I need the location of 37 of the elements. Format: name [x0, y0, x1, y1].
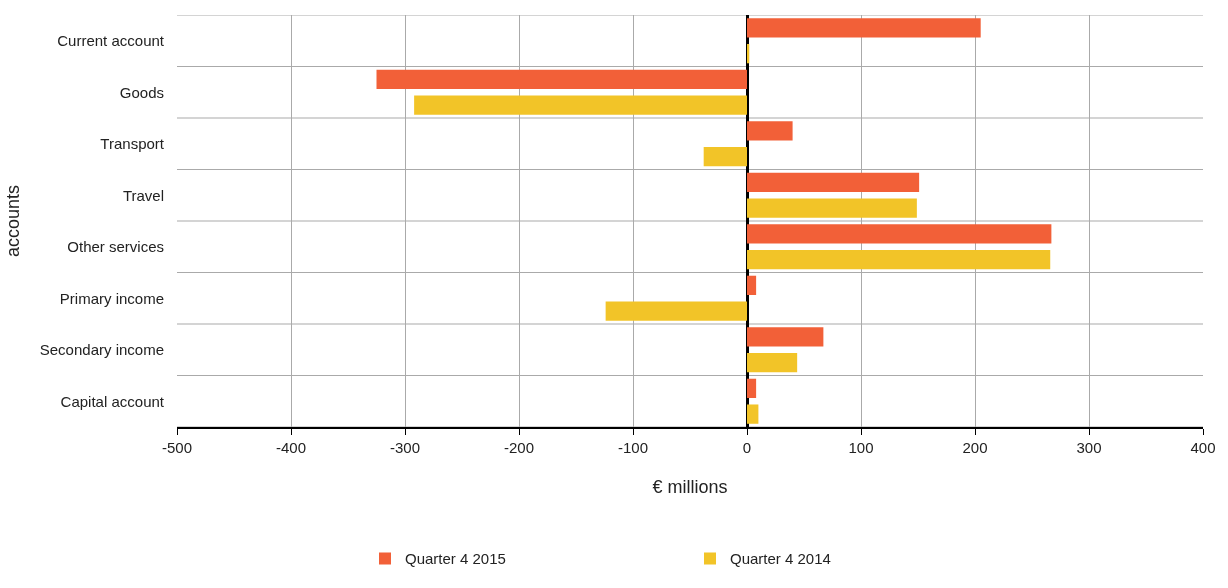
y-tick-label: Current account [57, 32, 165, 49]
y-tick-label: Primary income [59, 289, 164, 307]
x-tick-label: 0 [742, 439, 752, 456]
legend-label: Quarter 4 2014 [730, 550, 831, 568]
bar [376, 69, 747, 90]
bar [747, 378, 757, 399]
bar [747, 275, 757, 296]
x-tick-label: 100 [848, 439, 874, 456]
bar [747, 198, 917, 218]
y-tick-label: Secondary income [39, 341, 164, 358]
bar [414, 95, 747, 115]
x-tick-label: 400 [1190, 439, 1216, 456]
x-tick-label: -400 [275, 439, 307, 456]
bar [747, 249, 1051, 270]
x-tick-label: -300 [389, 439, 421, 456]
bar [747, 224, 1052, 244]
legend-label: Quarter 4 2015 [405, 550, 506, 568]
x-tick-label: 200 [962, 439, 988, 456]
bar [703, 146, 747, 167]
bar [747, 18, 981, 38]
x-tick-label: 300 [1076, 439, 1102, 456]
y-tick-label: Transport [100, 135, 165, 152]
x-tick-label: -500 [161, 439, 193, 456]
x-tick-label: -100 [617, 439, 649, 456]
y-tick-label: Goods [119, 83, 164, 101]
y-tick-label: Capital account [60, 392, 165, 410]
y-tick-label: Travel [122, 186, 164, 204]
x-tick-label: -200 [503, 439, 535, 456]
bar [747, 352, 798, 373]
x-axis-title: € millions [652, 476, 728, 497]
y-tick-label: Other services [67, 238, 164, 255]
bar [747, 172, 920, 193]
bar [747, 404, 759, 424]
bar [747, 327, 824, 347]
bar [747, 121, 793, 141]
y-axis-title: accounts [2, 184, 23, 258]
bar [605, 301, 747, 321]
